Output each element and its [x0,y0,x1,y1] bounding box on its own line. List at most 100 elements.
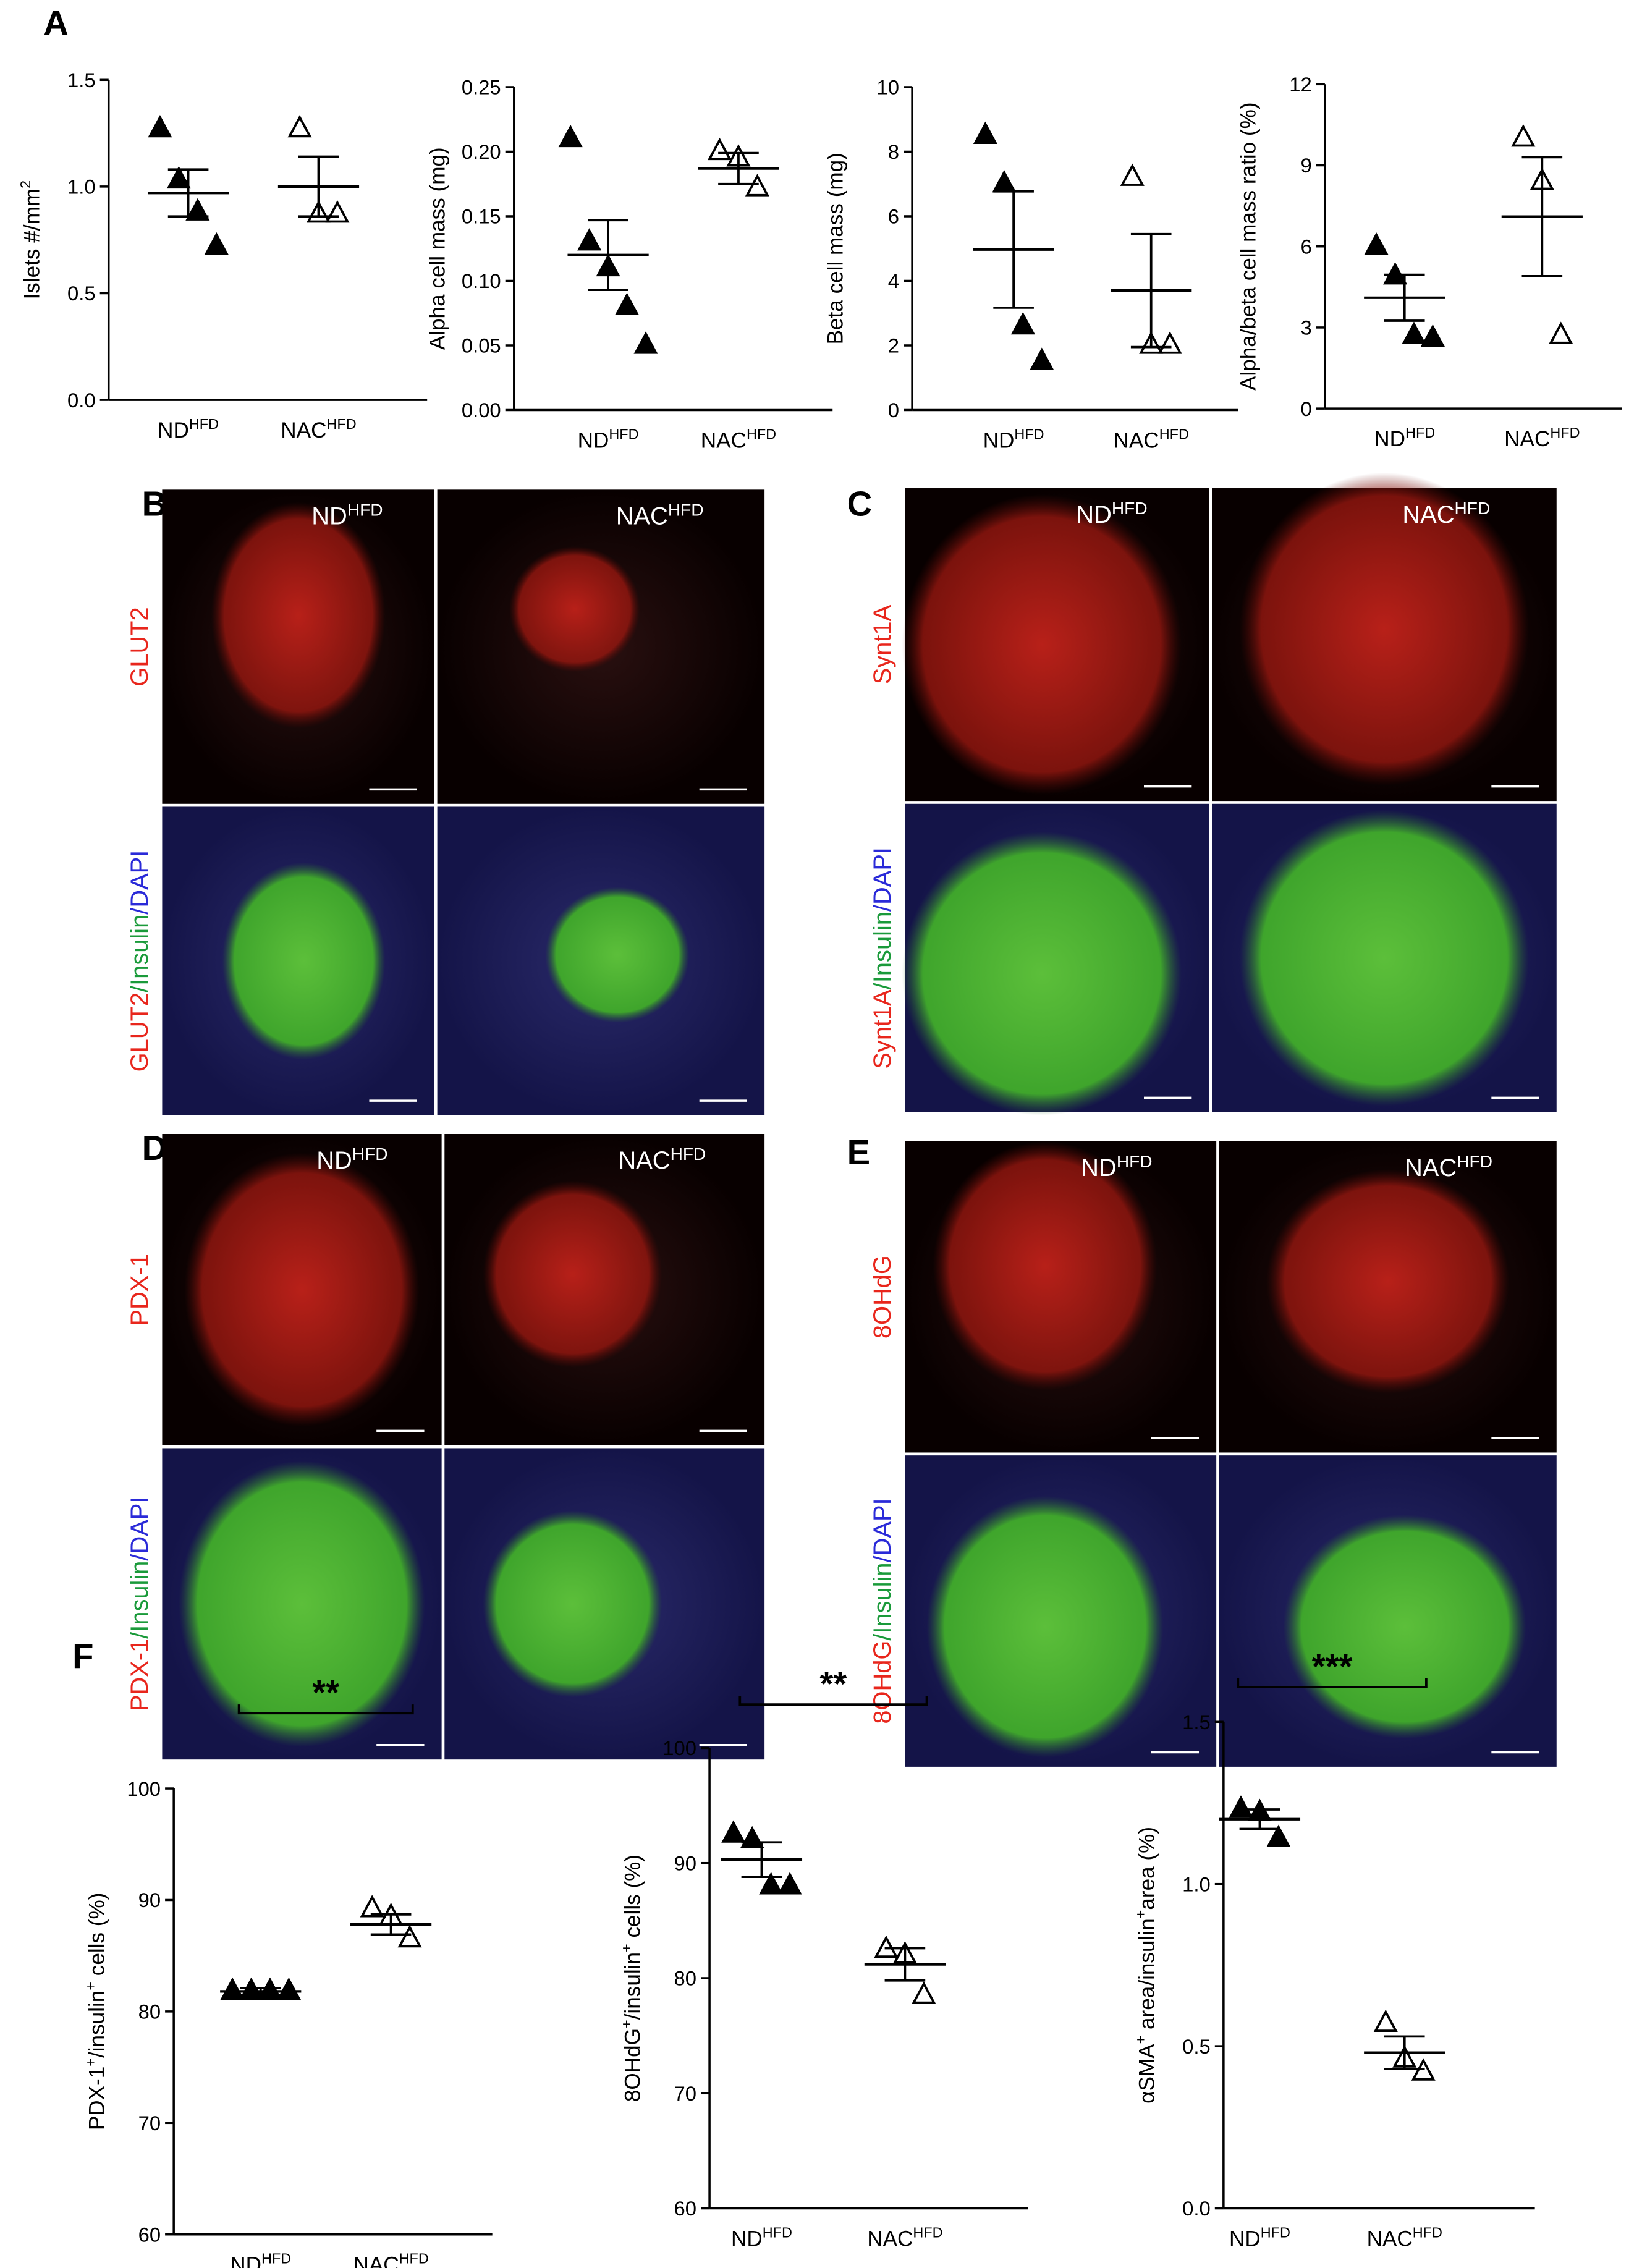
data-point [992,170,1017,193]
label-segment: PDX-1 [126,1639,153,1711]
column-label: NACHFD [1405,1152,1492,1182]
y-axis-label: Alpha cell mass (mg) [425,147,449,350]
panel-letter: F [72,1637,93,1676]
y-tick-label: 60 [138,2223,161,2246]
label-text: NAC [1114,428,1159,452]
label-text: NAC [1367,2227,1413,2251]
label-sup: + [1132,2036,1148,2044]
row-label: 8OHdG/Insulin/DAPI [869,1498,896,1724]
y-tick-label: 1.5 [67,69,96,91]
x-tick-label: NACHFD [1114,426,1189,452]
label-text: ND [311,503,347,530]
label-segment: GLUT2 [126,607,153,686]
y-tick-label: 100 [662,1737,696,1759]
label-segment: /Insulin [126,915,153,992]
significance-bracket [738,1696,928,1706]
y-tick-label: 60 [674,2197,696,2220]
islet [933,1141,1157,1390]
column-label: NDHFD [311,501,383,530]
significance-bracket [1237,1678,1428,1688]
x-tick-label: NDHFD [1229,2224,1290,2251]
y-tick-label: 70 [138,2112,161,2135]
data-point [1139,331,1164,354]
y-tick-label: 4 [888,269,899,292]
label-text: cells (%) [85,1893,109,1982]
y-tick-label: 2 [888,334,899,357]
data-point [912,1981,936,2004]
significance-label: ** [820,1664,847,1703]
label-text: NAC [1402,501,1454,528]
x-tick-label: NACHFD [701,426,776,452]
column-label: NACHFD [616,501,704,530]
data-point [1030,347,1054,370]
y-tick-label: 1.5 [1182,1711,1211,1733]
islet [222,862,386,1060]
y-axis-label: Alpha/beta cell mass ratio (%) [1236,102,1260,391]
y-tick-label: 1.0 [67,176,96,198]
label-sup: HFD [399,2251,429,2267]
panel-letter: C [847,484,873,523]
label-segment: Synt1A [869,989,896,1069]
data-point [287,114,312,138]
label-text: ND [158,418,189,442]
label-sup: HFD [609,426,638,442]
label-text: NAC [616,503,668,530]
label-sup: + [83,1982,99,1991]
label-sup: HFD [1159,426,1189,442]
label-text: PDX-1 [85,2067,109,2130]
data-point [614,292,640,315]
label-text: ND [1076,501,1112,528]
data-point [740,1826,764,1849]
label-text: Beta cell mass (mg) [824,153,848,344]
y-axis-label: Islets #/mm2 [17,180,44,300]
x-tick-label: NACHFD [1504,425,1580,451]
error-bar [993,190,1034,309]
data-point [1229,1795,1253,1818]
label-sup: HFD [913,2224,942,2240]
label-text: NAC [281,418,326,442]
label-text: ND [230,2253,261,2268]
significance-bracket [237,1704,414,1715]
label-sup: HFD [763,2224,792,2240]
data-point [1420,324,1445,347]
x-tick-label: NACHFD [1367,2224,1442,2251]
data-point [558,124,583,148]
data-point [397,1924,422,1948]
label-sup: + [1132,1910,1148,1919]
x-tick-label: NACHFD [867,2224,942,2251]
islet [211,502,386,729]
x-tick-label: NDHFD [731,2224,792,2251]
islet [179,1460,425,1748]
label-sup: HFD [1261,2224,1290,2240]
y-tick-label: 8 [888,140,899,163]
data-point [1402,321,1426,344]
y-tick-label: 10 [877,76,899,99]
label-sup: HFD [1550,425,1580,441]
significance-label: *** [1312,1647,1353,1686]
label-sup: HFD [1454,499,1490,518]
label-sup: HFD [671,1145,706,1164]
label-text: ND [731,2227,763,2251]
label-text: 8OHdG [621,2028,645,2102]
row-label: GLUT2/Insulin/DAPI [126,850,153,1072]
islet [1283,1514,1526,1739]
label-segment: Synt1A [869,604,896,684]
y-axis-label: Beta cell mass (mg) [824,153,848,344]
label-sup: HFD [1405,425,1435,441]
label-text: αSMA [1135,2044,1159,2104]
data-point [1373,2009,1398,2032]
label-sup: + [619,2020,635,2028]
label-text: Islets #/mm [20,188,44,300]
label-sup: 2 [17,180,33,188]
column-label: NDHFD [1081,1152,1152,1182]
row-label: PDX-1/Insulin/DAPI [126,1497,153,1712]
label-segment: /Insulin [869,1562,896,1640]
x-tick-label: NACHFD [281,416,356,442]
label-sup: HFD [326,416,356,432]
data-point [721,1820,746,1843]
label-segment: 8OHdG [869,1255,896,1339]
islet [545,887,690,1023]
panel-letter: E [847,1133,871,1172]
label-text: Alpha/beta cell mass ratio (%) [1236,102,1260,391]
